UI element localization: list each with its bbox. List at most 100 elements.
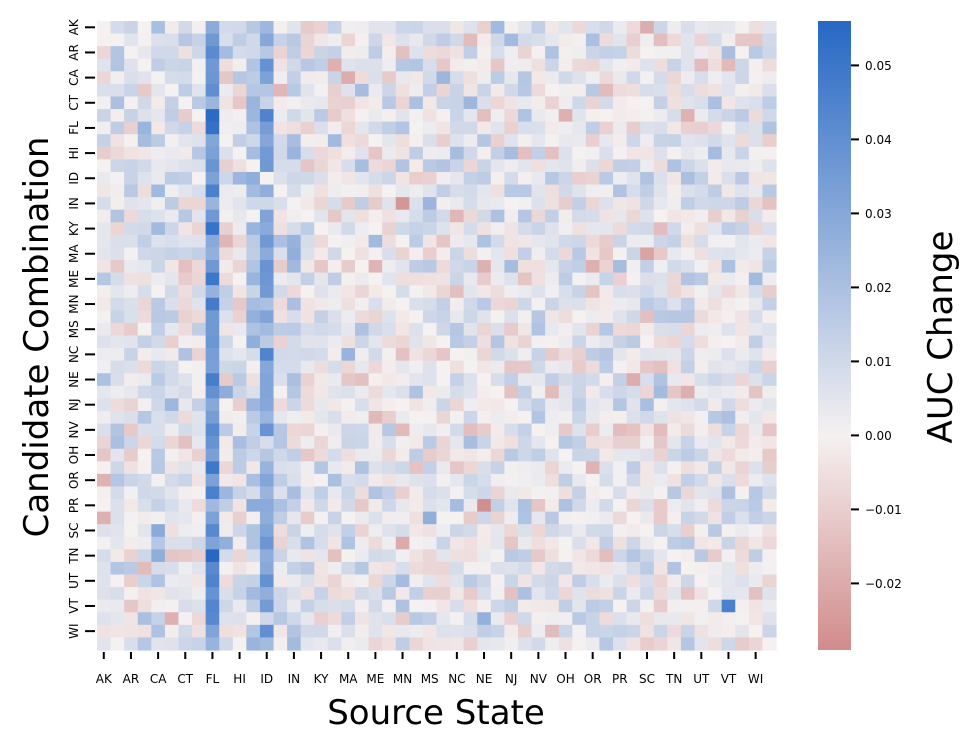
- heatmap-cell: [300, 146, 315, 160]
- heatmap-cell: [748, 511, 764, 525]
- heatmap-cell: [97, 46, 112, 60]
- heatmap-cell: [327, 58, 343, 72]
- heatmap-cell: [463, 146, 478, 160]
- heatmap-cell: [721, 272, 736, 286]
- heatmap-cell: [680, 348, 696, 362]
- heatmap-cell: [246, 222, 261, 236]
- heatmap-cell: [232, 599, 247, 613]
- heatmap-cell: [490, 222, 505, 236]
- heatmap-cell: [300, 171, 315, 186]
- heatmap-cell: [667, 58, 682, 72]
- heatmap-cell: [640, 272, 655, 286]
- heatmap-cell: [287, 536, 302, 550]
- heatmap-cell: [97, 184, 112, 198]
- heatmap-cell: [450, 612, 465, 626]
- heatmap-cell: [640, 184, 655, 198]
- heatmap-cell: [422, 536, 438, 550]
- heatmap-cell: [219, 171, 234, 186]
- heatmap-cell: [762, 322, 777, 337]
- heatmap-cell: [708, 637, 723, 651]
- heatmap-cell: [232, 511, 247, 525]
- heatmap-cell: [762, 310, 777, 324]
- heatmap-cell: [545, 121, 560, 135]
- heatmap-cell: [572, 184, 587, 198]
- heatmap-cell: [327, 448, 343, 462]
- heatmap-cell: [97, 134, 112, 148]
- heatmap-cell: [450, 599, 465, 613]
- heatmap-cell: [273, 46, 288, 60]
- x-tick-label: NJ: [505, 672, 518, 686]
- heatmap-cell: [314, 21, 329, 35]
- heatmap-cell: [517, 436, 533, 450]
- heatmap-cell: [517, 297, 533, 311]
- heatmap-cell: [137, 436, 152, 450]
- heatmap-cell: [721, 360, 736, 374]
- heatmap-cell: [287, 335, 302, 349]
- heatmap-cell: [721, 561, 736, 576]
- heatmap-cell: [151, 423, 166, 437]
- heatmap-cell: [558, 473, 573, 488]
- heatmap-cell: [585, 297, 601, 311]
- heatmap-cell: [531, 587, 546, 601]
- heatmap-cell: [599, 209, 614, 223]
- heatmap-cell: [653, 561, 668, 576]
- heatmap-cell: [300, 159, 315, 173]
- heatmap-cell: [721, 96, 736, 110]
- heatmap-cell: [300, 134, 315, 148]
- heatmap-cell: [694, 297, 709, 311]
- heatmap-cell: [463, 184, 478, 198]
- heatmap-cell: [436, 197, 451, 211]
- heatmap-cell: [259, 121, 275, 135]
- heatmap-cell: [680, 234, 696, 249]
- heatmap-cell: [762, 348, 777, 362]
- heatmap-cell: [463, 398, 478, 412]
- heatmap-cell: [517, 612, 533, 626]
- heatmap-cell: [151, 146, 166, 160]
- heatmap-cell: [341, 159, 356, 173]
- heatmap-cell: [694, 21, 709, 35]
- heatmap-cell: [463, 171, 478, 186]
- heatmap-cell: [151, 285, 166, 299]
- heatmap-cell: [762, 461, 777, 475]
- heatmap-cell: [613, 423, 628, 437]
- heatmap-cell: [395, 21, 410, 35]
- heatmap-cell: [640, 423, 655, 437]
- heatmap-cell: [341, 222, 356, 236]
- heatmap-cell: [463, 486, 478, 500]
- heatmap-cell: [409, 234, 424, 249]
- heatmap-cell: [355, 209, 370, 223]
- heatmap-cell: [694, 410, 709, 425]
- heatmap-cell: [640, 360, 655, 374]
- heatmap-cell: [748, 398, 764, 412]
- heatmap-cell: [463, 499, 478, 513]
- heatmap-cell: [748, 587, 764, 601]
- heatmap-cell: [124, 524, 139, 538]
- heatmap-cell: [368, 624, 383, 639]
- heatmap-cell: [762, 297, 777, 311]
- heatmap-cell: [382, 561, 397, 576]
- heatmap-cell: [545, 348, 560, 362]
- heatmap-cell: [368, 360, 383, 374]
- heatmap-cell: [327, 322, 343, 337]
- heatmap-cell: [382, 612, 397, 626]
- heatmap-cell: [762, 285, 777, 299]
- heatmap-cell: [246, 234, 261, 249]
- heatmap-cell: [735, 159, 750, 173]
- heatmap-cell: [178, 511, 193, 525]
- heatmap-cell: [409, 322, 424, 337]
- heatmap-cell: [748, 58, 764, 72]
- heatmap-cell: [708, 184, 723, 198]
- heatmap-cell: [735, 184, 750, 198]
- heatmap-cell: [327, 285, 343, 299]
- heatmap-cell: [708, 121, 723, 135]
- heatmap-cell: [409, 247, 424, 261]
- heatmap-cell: [124, 410, 139, 425]
- heatmap-cell: [232, 335, 247, 349]
- heatmap-cell: [422, 247, 438, 261]
- heatmap-cell: [477, 423, 492, 437]
- heatmap-cell: [558, 234, 573, 249]
- heatmap-cell: [490, 360, 505, 374]
- heatmap-cell: [300, 21, 315, 35]
- heatmap-cell: [653, 322, 668, 337]
